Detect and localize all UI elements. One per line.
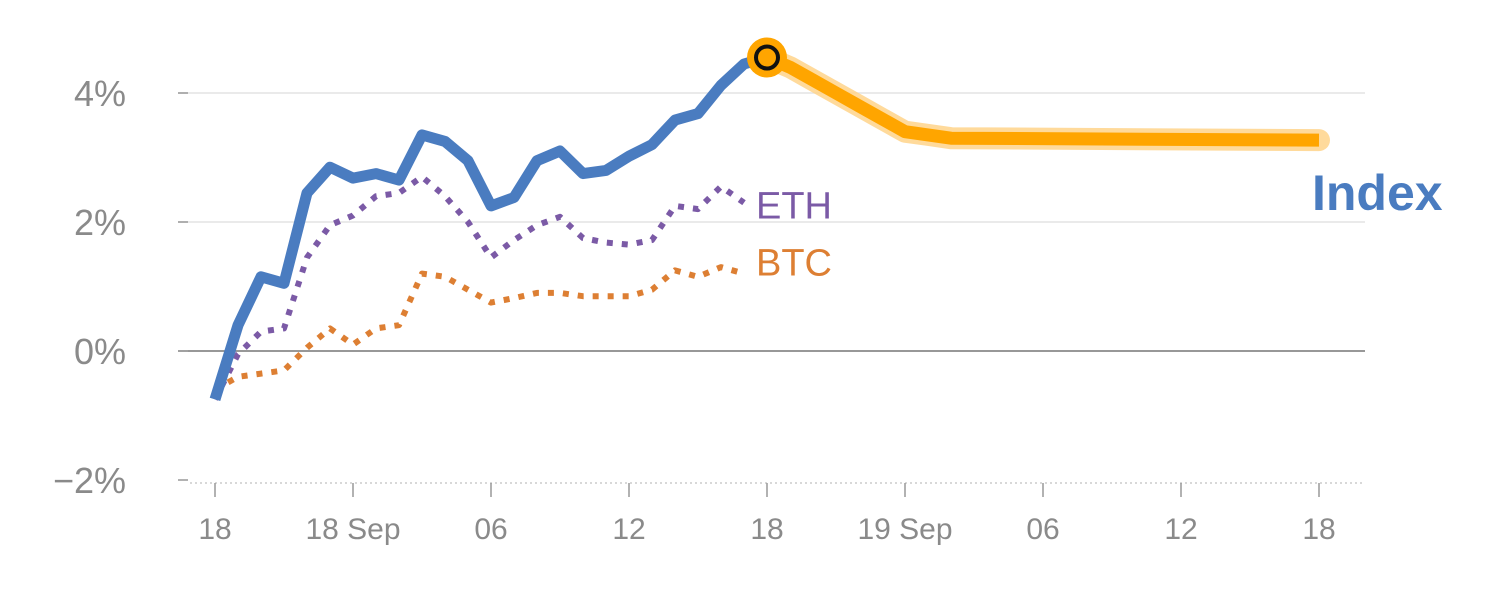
x-tick-label: 06	[1026, 513, 1059, 546]
series-line-eth	[212, 173, 746, 401]
y-tick-label: 4%	[74, 73, 126, 114]
x-tick-label: 06	[474, 513, 507, 546]
x-tick-label: 18 Sep	[305, 513, 400, 546]
x-tick-label: 19 Sep	[857, 513, 952, 546]
x-tick-label: 12	[612, 513, 645, 546]
axis-layer: −2% 0% 2% 4% 18 18 Sep 06 12 18 19 Sep 06 12 18	[53, 73, 1336, 546]
series-line-forecast	[764, 51, 1320, 147]
series-label-btc: BTC	[756, 243, 832, 285]
series-label-eth: ETH	[756, 186, 832, 228]
series-line-index	[209, 52, 769, 402]
x-tick-label: 18	[1302, 513, 1335, 546]
y-tick-label: 0%	[74, 331, 126, 372]
grid-layer	[178, 92, 1365, 484]
series-line-btc	[213, 264, 745, 393]
series-layer	[209, 37, 1330, 402]
series-label-index: Index	[1312, 165, 1443, 221]
label-layer: ETH BTC Index	[756, 165, 1443, 285]
y-tick-label: −2%	[53, 460, 126, 501]
current-point-marker	[754, 44, 780, 71]
y-tick-label: 2%	[74, 202, 126, 243]
x-tick-label: 18	[198, 513, 231, 546]
x-tick-label: 18	[750, 513, 783, 546]
x-tick-label: 12	[1164, 513, 1197, 546]
